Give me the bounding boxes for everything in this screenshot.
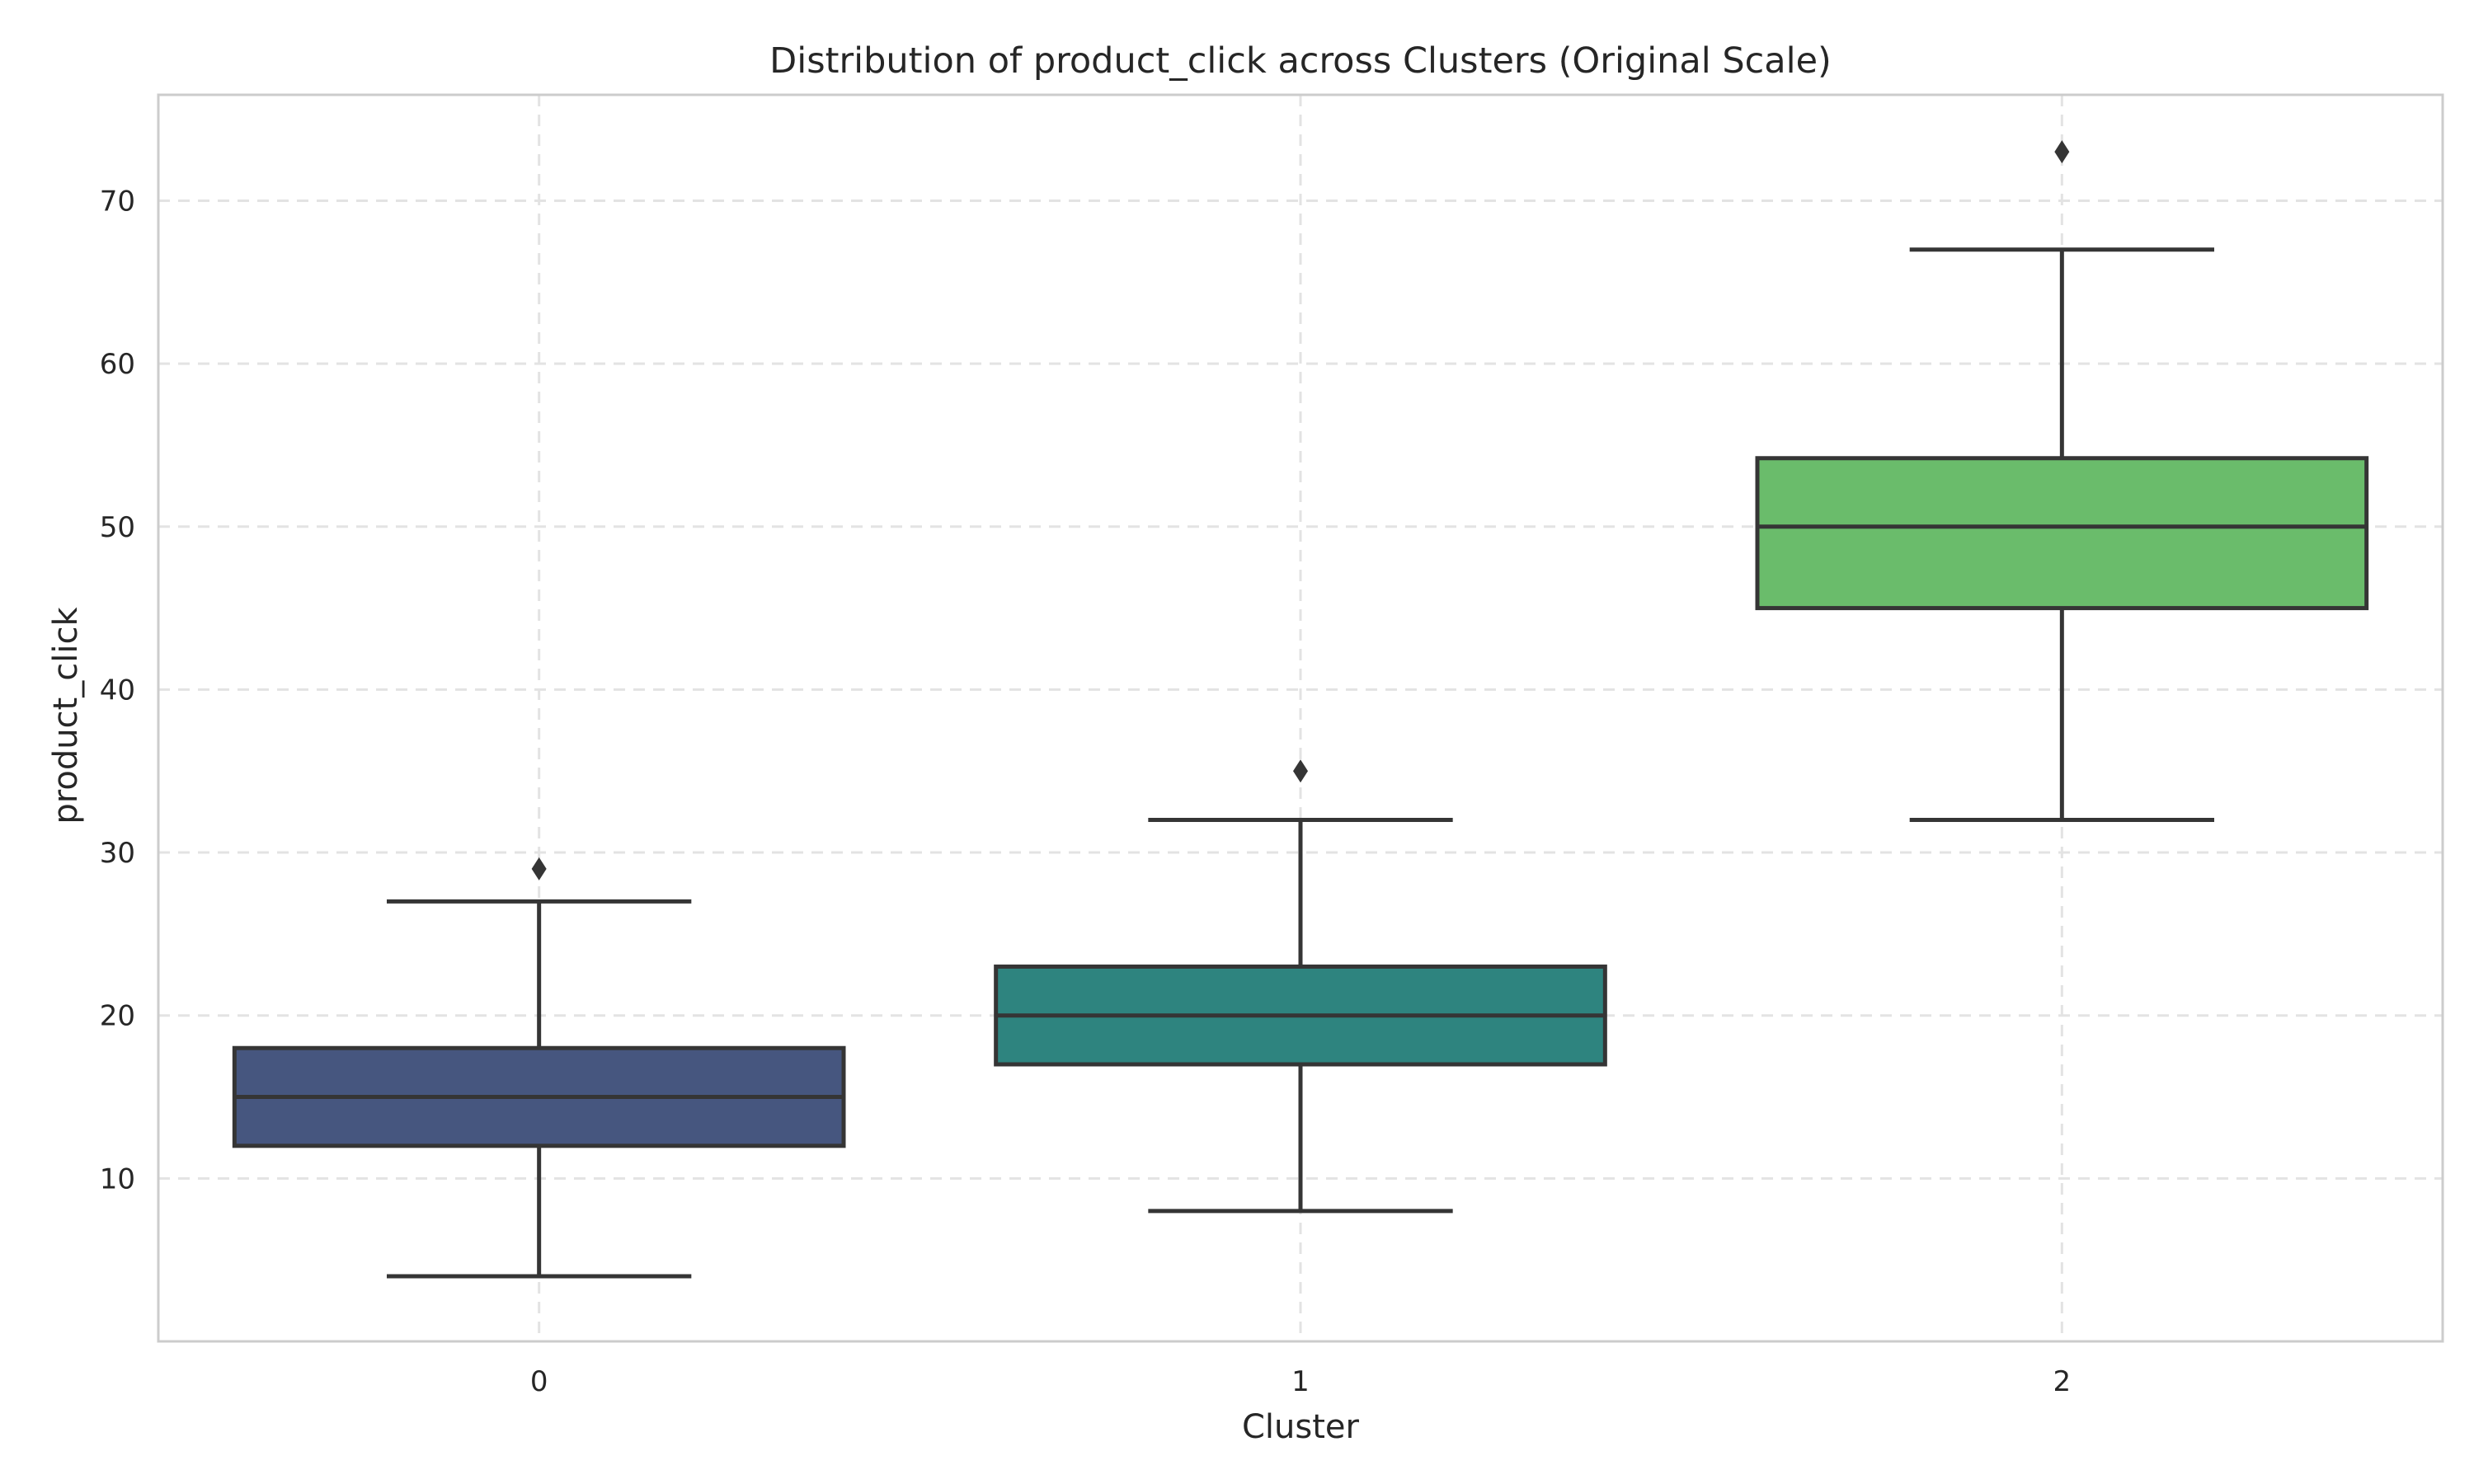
chart-title: Distribution of product_click across Clu…	[769, 40, 1832, 82]
x-axis-label: Cluster	[1242, 1408, 1360, 1446]
x-tick-label: 2	[2053, 1365, 2072, 1398]
y-tick-label: 60	[100, 348, 135, 381]
outlier-point	[1293, 759, 1308, 783]
y-tick-label: 70	[100, 185, 135, 218]
y-tick-label: 50	[100, 511, 135, 544]
box-cluster-1	[994, 759, 1607, 1214]
x-tick-label: 1	[1291, 1365, 1310, 1398]
y-tick-label: 30	[100, 837, 135, 870]
y-tick-label: 10	[100, 1162, 135, 1195]
box-cluster-0	[232, 857, 846, 1279]
box-cluster-2	[1755, 140, 2369, 823]
outlier-point	[531, 857, 547, 881]
outlier-point	[2054, 140, 2070, 164]
tick-labels: 10 20 30 40 50 60 70 0 1 2	[100, 185, 2071, 1398]
boxes	[232, 140, 2369, 1279]
y-tick-label: 20	[100, 1000, 135, 1033]
iqr-box	[1755, 456, 2369, 611]
plot-frame	[157, 93, 2444, 1343]
y-axis-label: product_click	[47, 607, 85, 824]
y-tick-label: 40	[100, 674, 135, 707]
x-tick-label: 0	[530, 1365, 548, 1398]
